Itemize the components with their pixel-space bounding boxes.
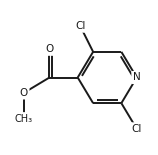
- Text: N: N: [133, 73, 141, 82]
- Text: O: O: [45, 44, 54, 54]
- Text: Cl: Cl: [132, 124, 142, 134]
- Text: O: O: [20, 88, 28, 98]
- Text: CH₃: CH₃: [15, 114, 33, 124]
- Text: Cl: Cl: [75, 21, 85, 31]
